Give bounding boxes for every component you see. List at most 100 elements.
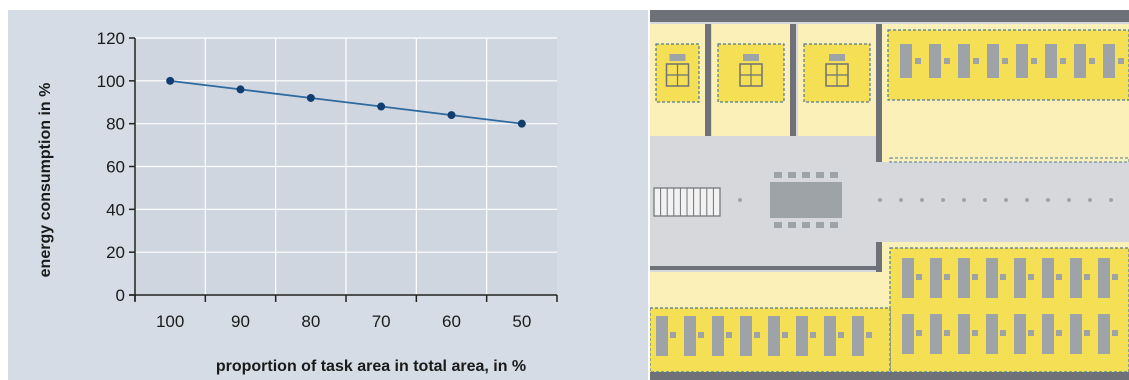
data-point [447, 111, 456, 120]
chair [1084, 274, 1090, 280]
chart-panel: 0 20 40 60 80 100 120 100 90 80 70 60 50 energy cons… [8, 10, 648, 380]
desk [930, 258, 942, 298]
chair [743, 54, 759, 61]
partition-wall [876, 242, 882, 272]
task-area [890, 248, 1129, 372]
desk [1014, 258, 1026, 298]
desk [986, 258, 998, 298]
chair [1031, 58, 1037, 64]
corridor-light [878, 198, 882, 202]
data-point [236, 85, 245, 94]
meeting-chair [816, 222, 824, 228]
y-tick-label: 20 [106, 243, 125, 262]
chair [972, 274, 978, 280]
desk [824, 316, 836, 356]
desk [1098, 314, 1110, 354]
desk [986, 314, 998, 354]
chair [944, 330, 950, 336]
chair [782, 332, 788, 338]
corridor-light [738, 198, 742, 202]
y-tick-label: 100 [97, 72, 125, 91]
meeting-chair [830, 222, 838, 228]
desk [656, 316, 668, 356]
desk [1045, 44, 1057, 78]
chair [915, 58, 921, 64]
meeting-chair [816, 172, 824, 178]
desk [1103, 44, 1115, 78]
corridor-light [1025, 198, 1029, 202]
y-tick-label: 60 [106, 158, 125, 177]
grid-lines [135, 37, 557, 295]
meeting-chair [788, 222, 796, 228]
corridor-light [899, 198, 903, 202]
x-tick-label: 100 [156, 312, 184, 331]
chair [1028, 330, 1034, 336]
corridor-light [1004, 198, 1008, 202]
desk [1070, 314, 1082, 354]
meeting-table [770, 182, 842, 218]
ambient-boundary [889, 157, 1129, 163]
partition-wall [705, 24, 711, 136]
partition-wall [790, 24, 796, 136]
chair [866, 332, 872, 338]
partition-wall [650, 266, 882, 270]
corridor-light [962, 198, 966, 202]
data-point [306, 93, 315, 102]
meeting-chair [802, 172, 810, 178]
chair [1084, 330, 1090, 336]
office-floor-plan [650, 10, 1129, 380]
chair [810, 332, 816, 338]
corridor-light [1067, 198, 1071, 202]
chair [838, 332, 844, 338]
desk [796, 316, 808, 356]
chair [916, 274, 922, 280]
corridor-light [941, 198, 945, 202]
task-area-boundary [887, 29, 1129, 101]
desk [929, 44, 941, 78]
desk [1016, 44, 1028, 78]
outer-wall-top [650, 10, 1129, 22]
desk [740, 316, 752, 356]
chair [972, 330, 978, 336]
desk [1070, 258, 1082, 298]
series-line [170, 79, 522, 125]
chair [1056, 330, 1062, 336]
desk [1074, 44, 1086, 78]
data-series [166, 76, 526, 128]
energy-chart: 0 20 40 60 80 100 120 100 90 80 70 60 50 energy cons… [37, 29, 558, 375]
task-area-boundary [889, 247, 1129, 373]
y-tick-label: 120 [97, 29, 125, 48]
desk [1042, 314, 1054, 354]
chair [944, 58, 950, 64]
desk [712, 316, 724, 356]
desk [958, 258, 970, 298]
meeting-chair [830, 172, 838, 178]
chair [944, 274, 950, 280]
x-tick-label: 80 [301, 312, 320, 331]
chair [1112, 274, 1118, 280]
data-point [377, 102, 386, 111]
partition-wall [876, 24, 882, 162]
task-area-boundary [650, 307, 891, 373]
x-tick-label: 50 [512, 312, 531, 331]
y-axis-title: energy consumption in % [37, 83, 54, 278]
desk [902, 258, 914, 298]
chair [1056, 274, 1062, 280]
desk [1014, 314, 1026, 354]
chair [1002, 58, 1008, 64]
chair [973, 58, 979, 64]
desk [930, 314, 942, 354]
y-tick-label: 0 [116, 286, 125, 305]
task-area-boundary [803, 43, 871, 103]
chair [1000, 330, 1006, 336]
chair [1028, 274, 1034, 280]
tick-labels: 0 20 40 60 80 100 120 100 90 80 70 60 50 [97, 29, 532, 331]
corridor-light [983, 198, 987, 202]
chair [1089, 58, 1095, 64]
x-tick-label: 90 [231, 312, 250, 331]
x-axis-title: proportion of task area in total area, i… [216, 358, 526, 375]
chair [670, 332, 676, 338]
meeting-chair [774, 222, 782, 228]
x-tick-label: 60 [442, 312, 461, 331]
chair [726, 332, 732, 338]
